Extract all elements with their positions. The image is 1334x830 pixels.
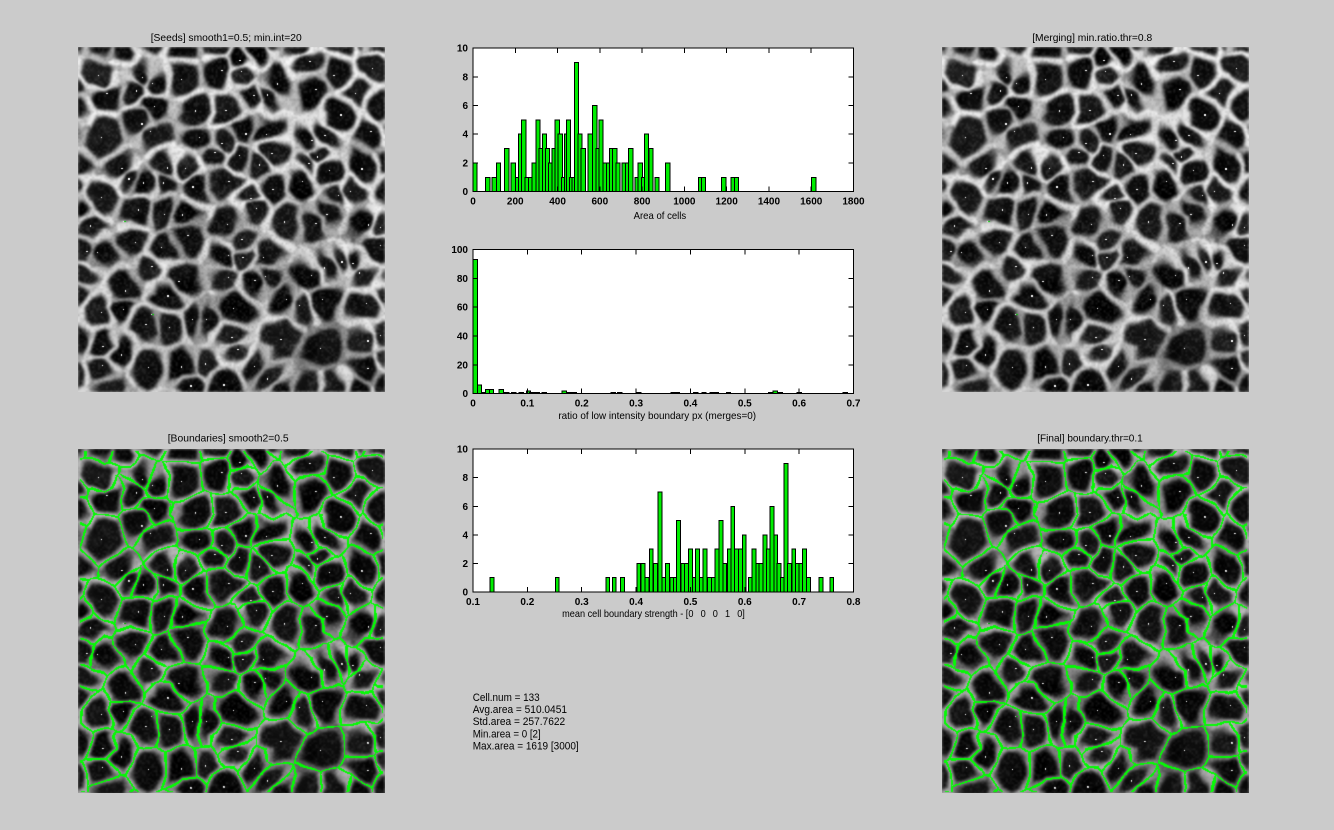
svg-text:0.4: 0.4 <box>683 399 697 410</box>
svg-text:0.4: 0.4 <box>629 597 643 608</box>
svg-text:1400: 1400 <box>758 197 781 208</box>
svg-text:0: 0 <box>462 187 468 198</box>
svg-text:Min.area = 0 [2]: Min.area = 0 [2] <box>473 728 541 740</box>
svg-text:Cell.num = 133: Cell.num = 133 <box>473 692 540 704</box>
svg-text:0.7: 0.7 <box>847 399 861 410</box>
svg-text:[Merging] min.ratio.thr=0.8: [Merging] min.ratio.thr=0.8 <box>1032 32 1152 44</box>
svg-text:Max.area = 1619 [3000]: Max.area = 1619 [3000] <box>473 740 579 752</box>
svg-text:0: 0 <box>462 587 468 598</box>
svg-text:0: 0 <box>470 197 476 208</box>
svg-text:0: 0 <box>470 399 476 410</box>
svg-text:0.1: 0.1 <box>466 597 480 608</box>
svg-text:0.2: 0.2 <box>575 399 589 410</box>
svg-text:60: 60 <box>457 303 469 314</box>
svg-text:4: 4 <box>462 530 468 541</box>
svg-text:8: 8 <box>462 72 468 83</box>
svg-text:20: 20 <box>457 360 469 371</box>
svg-text:0.5: 0.5 <box>738 399 752 410</box>
svg-text:Avg.area = 510.0451: Avg.area = 510.0451 <box>473 704 567 716</box>
svg-text:0.5: 0.5 <box>683 597 697 608</box>
svg-text:0.7: 0.7 <box>792 597 806 608</box>
svg-text:0.6: 0.6 <box>738 597 752 608</box>
svg-text:40: 40 <box>457 332 469 343</box>
svg-text:1800: 1800 <box>842 197 865 208</box>
svg-text:1600: 1600 <box>800 197 823 208</box>
svg-text:2: 2 <box>462 559 468 570</box>
svg-text:600: 600 <box>591 197 608 208</box>
svg-text:0.2: 0.2 <box>520 597 534 608</box>
svg-text:6: 6 <box>462 101 468 112</box>
svg-text:0.6: 0.6 <box>792 399 806 410</box>
svg-text:0.3: 0.3 <box>575 597 589 608</box>
svg-text:[Boundaries] smooth2=0.5: [Boundaries] smooth2=0.5 <box>168 433 289 445</box>
svg-text:ratio of low intensity boundar: ratio of low intensity boundary px (merg… <box>558 410 756 422</box>
svg-text:0: 0 <box>462 389 468 400</box>
svg-text:[Seeds] smooth1=0.5; min.int=2: [Seeds] smooth1=0.5; min.int=20 <box>151 32 302 44</box>
svg-text:400: 400 <box>549 197 566 208</box>
svg-text:10: 10 <box>457 445 469 456</box>
svg-text:80: 80 <box>457 274 469 285</box>
svg-text:mean cell boundary strength -: mean cell boundary strength - [0 0 0 1 0… <box>562 608 745 620</box>
svg-text:1200: 1200 <box>716 197 739 208</box>
svg-text:0.3: 0.3 <box>629 399 643 410</box>
svg-text:Area of cells: Area of cells <box>634 210 687 222</box>
svg-text:800: 800 <box>634 197 651 208</box>
svg-text:Std.area = 257.7622: Std.area = 257.7622 <box>473 716 566 728</box>
svg-text:1000: 1000 <box>673 197 696 208</box>
svg-text:0.1: 0.1 <box>520 399 534 410</box>
svg-text:2: 2 <box>462 158 468 169</box>
svg-text:4: 4 <box>462 130 468 141</box>
svg-text:0.8: 0.8 <box>847 597 861 608</box>
svg-text:6: 6 <box>462 502 468 513</box>
svg-text:200: 200 <box>507 197 524 208</box>
svg-text:[Final] boundary.thr=0.1: [Final] boundary.thr=0.1 <box>1037 433 1143 445</box>
svg-text:100: 100 <box>451 245 468 256</box>
svg-text:8: 8 <box>462 473 468 484</box>
svg-text:10: 10 <box>457 44 469 55</box>
